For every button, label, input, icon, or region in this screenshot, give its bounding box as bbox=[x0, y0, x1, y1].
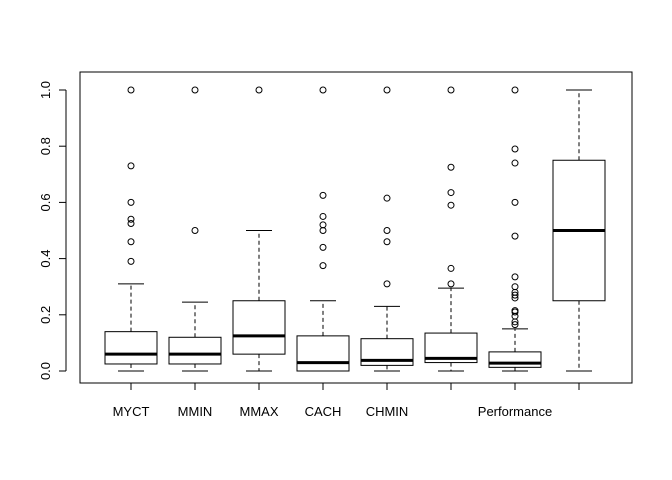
outlier-point bbox=[319, 262, 327, 270]
outlier-point bbox=[191, 86, 199, 94]
iqr-box bbox=[488, 351, 542, 368]
x-tick-label: Performance bbox=[478, 404, 552, 419]
outlier-point bbox=[127, 86, 135, 94]
iqr-box bbox=[296, 335, 350, 372]
x-tick-label: MMAX bbox=[240, 404, 279, 419]
x-tick-label: MYCT bbox=[113, 404, 150, 419]
x-tick-label: CHMIN bbox=[366, 404, 409, 419]
plot-frame bbox=[79, 71, 633, 384]
outlier-point bbox=[511, 321, 519, 329]
box-group bbox=[296, 86, 350, 372]
iqr-box bbox=[168, 336, 222, 365]
outlier-point bbox=[127, 219, 135, 227]
outlier-point bbox=[511, 159, 519, 167]
y-tick-label: 1.0 bbox=[38, 81, 53, 99]
box-group bbox=[168, 86, 222, 372]
outlier-point bbox=[447, 264, 455, 272]
outlier-point bbox=[127, 238, 135, 246]
y-tick-label: 0.2 bbox=[38, 306, 53, 324]
outlier-point bbox=[383, 238, 391, 246]
y-tick-label: 0.0 bbox=[38, 362, 53, 380]
outlier-point bbox=[383, 194, 391, 202]
outlier-point bbox=[383, 86, 391, 94]
outlier-point bbox=[319, 191, 327, 199]
box-group bbox=[104, 86, 158, 372]
y-tick-label: 0.4 bbox=[38, 250, 53, 268]
outlier-point bbox=[447, 201, 455, 209]
outlier-point bbox=[319, 212, 327, 220]
outlier-point bbox=[447, 86, 455, 94]
outlier-point bbox=[319, 243, 327, 251]
outlier-point bbox=[447, 280, 455, 288]
outlier-point bbox=[319, 86, 327, 94]
outlier-point bbox=[511, 273, 519, 281]
boxes-layer bbox=[104, 86, 606, 372]
outlier-point bbox=[319, 221, 327, 229]
y-tick-label: 0.8 bbox=[38, 137, 53, 155]
x-tick-label: MMIN bbox=[178, 404, 213, 419]
box-group bbox=[360, 86, 414, 372]
outlier-point bbox=[191, 227, 199, 234]
outlier-point bbox=[511, 145, 519, 153]
x-axis: MYCT MMIN MMAX CACH CHMIN Performance bbox=[113, 382, 580, 419]
iqr-box bbox=[104, 331, 158, 365]
outlier-point bbox=[383, 280, 391, 288]
outlier-point bbox=[447, 163, 455, 171]
outlier-point bbox=[511, 86, 519, 94]
outlier-point bbox=[255, 86, 263, 94]
outlier-point bbox=[447, 189, 455, 197]
x-tick-label: CACH bbox=[305, 404, 342, 419]
outlier-point bbox=[511, 232, 519, 240]
box-group bbox=[232, 86, 286, 372]
box-group bbox=[424, 86, 478, 372]
outlier-point bbox=[319, 227, 327, 234]
outlier-point bbox=[511, 307, 519, 315]
outlier-point bbox=[511, 291, 519, 299]
box-group bbox=[552, 89, 606, 372]
outlier-point bbox=[127, 162, 135, 170]
y-tick-label: 0.6 bbox=[38, 193, 53, 211]
outlier-point bbox=[511, 198, 519, 206]
outlier-point bbox=[127, 257, 135, 265]
outlier-point bbox=[511, 283, 519, 291]
iqr-box bbox=[232, 300, 286, 355]
outlier-point bbox=[383, 227, 391, 234]
outlier-point bbox=[127, 198, 135, 206]
y-axis: 0.0 0.2 0.4 0.6 0.8 1.0 bbox=[38, 81, 67, 380]
box-group bbox=[488, 86, 542, 372]
outlier-point bbox=[127, 215, 135, 223]
